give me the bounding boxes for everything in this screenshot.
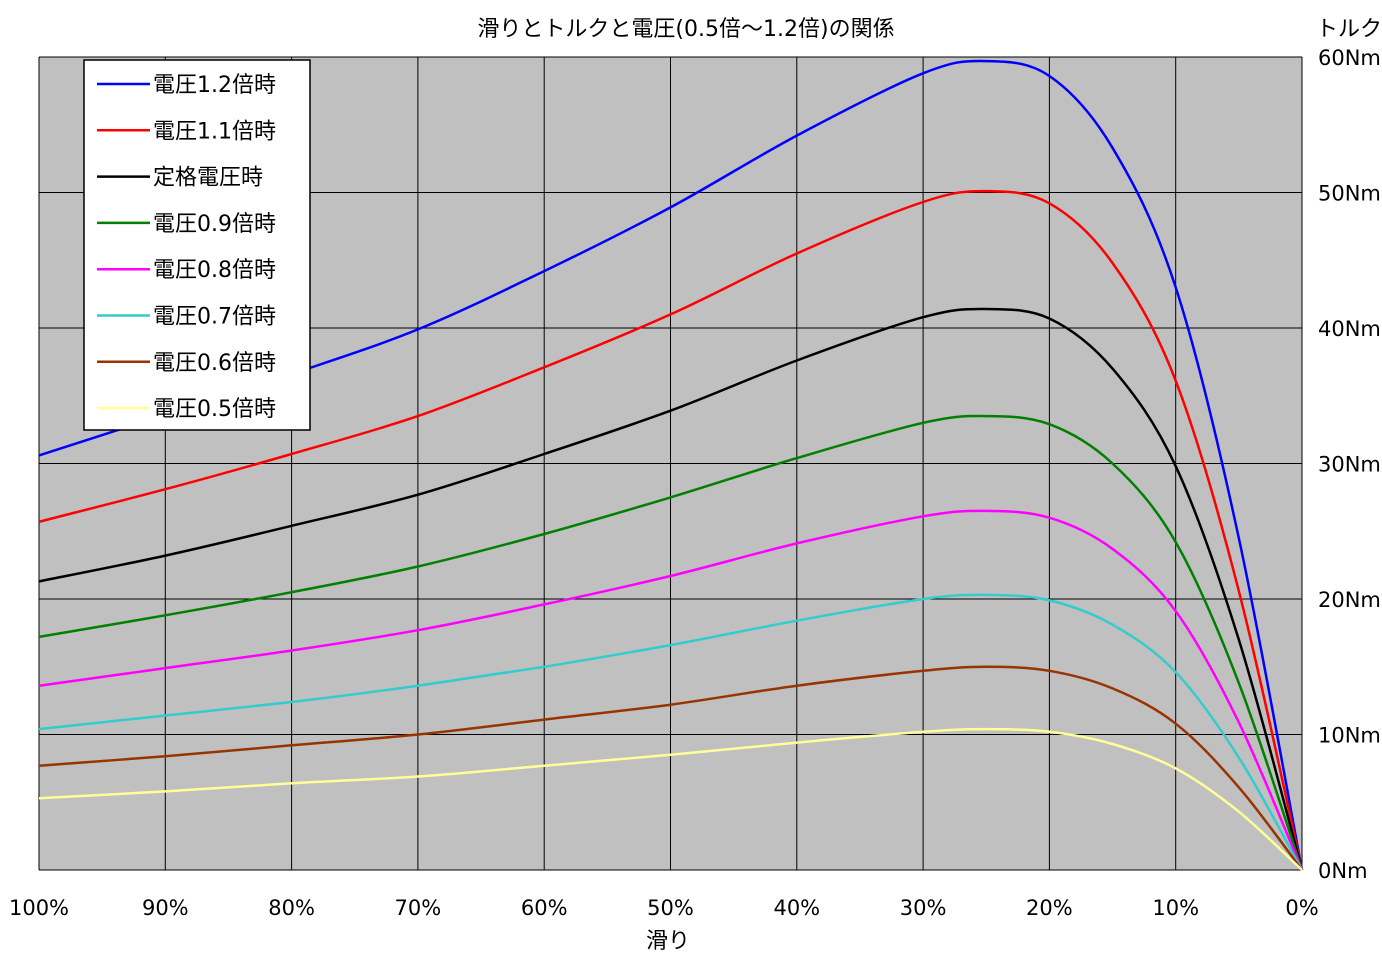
x-tick-label: 70% [395, 896, 442, 920]
series-line [38, 189, 1304, 871]
x-tick-label: 100% [9, 896, 69, 920]
x-tick-label: 60% [521, 896, 568, 920]
y-tick-label: 20Nm [1318, 588, 1381, 612]
legend-label: 電圧0.6倍時 [153, 351, 276, 376]
y-tick-label: 0Nm [1318, 859, 1368, 883]
y-axis-label: トルク [1316, 17, 1382, 42]
y-tick-label: 50Nm [1318, 182, 1381, 206]
y-tick-label: 60Nm [1318, 46, 1381, 70]
legend: 電圧1.2倍時電圧1.1倍時定格電圧時電圧0.9倍時電圧0.8倍時電圧0.7倍時… [83, 59, 311, 431]
legend-label: 電圧1.2倍時 [153, 73, 276, 98]
x-tick-label: 30% [900, 896, 947, 920]
x-tick-label: 0% [1285, 896, 1318, 920]
series-line [38, 307, 1304, 871]
legend-box [83, 59, 311, 431]
x-tick-label: 90% [142, 896, 189, 920]
legend-label: 電圧0.9倍時 [153, 212, 276, 237]
series-line [38, 593, 1304, 871]
y-tick-label: 10Nm [1318, 724, 1381, 748]
series-lines [38, 59, 1304, 871]
x-axis-label: 滑り [646, 929, 690, 954]
x-tick-label: 50% [647, 896, 694, 920]
legend-label: 電圧0.5倍時 [153, 397, 276, 422]
y-tick-label: 40Nm [1318, 317, 1381, 341]
x-tick-label: 20% [1026, 896, 1073, 920]
series-line [38, 665, 1303, 871]
chart-title: 滑りとトルクと電圧(0.5倍～1.2倍)の関係 [477, 17, 894, 42]
tick-labels: 100% 90% 80% 70% 60% 50% 40% 30% 20% 10% 0%0Nm 10Nm… [9, 46, 1381, 920]
series-line [38, 509, 1304, 871]
x-tick-label: 40% [773, 896, 820, 920]
series-line [38, 727, 1303, 871]
legend-label: 電圧0.7倍時 [153, 305, 276, 330]
x-tick-label: 80% [268, 896, 315, 920]
legend-label: 電圧0.8倍時 [153, 258, 276, 283]
series-line [38, 414, 1304, 871]
x-tick-label: 10% [1152, 896, 1199, 920]
legend-label: 電圧1.1倍時 [153, 119, 276, 144]
y-tick-label: 30Nm [1318, 453, 1381, 477]
series-line [38, 59, 1304, 871]
legend-label: 定格電圧時 [153, 166, 263, 191]
